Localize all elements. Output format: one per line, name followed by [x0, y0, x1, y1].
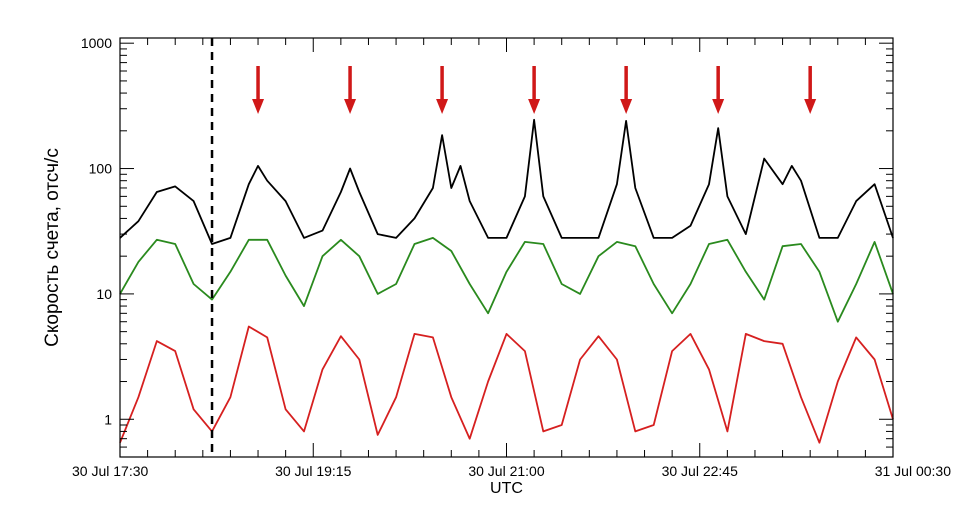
arrow-layer — [252, 66, 817, 114]
arrow-marker — [804, 66, 817, 114]
arrow-marker — [436, 66, 449, 114]
arrow-marker — [712, 66, 725, 114]
label-layer: 1 10 100 1000 30 Jul 17:30 30 Jul 19:15 30 Jul… — [72, 35, 951, 479]
x-tick-label: 30 Jul 17:30 — [72, 463, 148, 479]
arrow-marker — [344, 66, 357, 114]
tick-layer — [119, 38, 894, 458]
series-layer — [119, 118, 894, 444]
arrow-marker — [620, 66, 633, 114]
arrow-marker — [528, 66, 541, 114]
y-tick-label: 1 — [104, 411, 112, 427]
series-line-2 — [119, 325, 894, 444]
x-tick-label: 31 Jul 00:30 — [875, 463, 951, 479]
series-line-0 — [119, 118, 894, 245]
x-tick-label: 30 Jul 21:00 — [468, 463, 544, 479]
x-tick-label: 30 Jul 19:15 — [275, 463, 351, 479]
plot-frame — [119, 37, 894, 458]
arrow-marker — [252, 66, 265, 114]
y-axis-title: Скорость счета, отсч/с — [42, 148, 63, 347]
y-tick-label: 100 — [89, 161, 113, 177]
series-line-1 — [119, 236, 894, 323]
x-axis-title: UTC — [490, 480, 523, 497]
y-tick-label: 1000 — [81, 35, 112, 51]
x-tick-label: 30 Jul 22:45 — [662, 463, 738, 479]
y-tick-label: 10 — [96, 286, 112, 302]
